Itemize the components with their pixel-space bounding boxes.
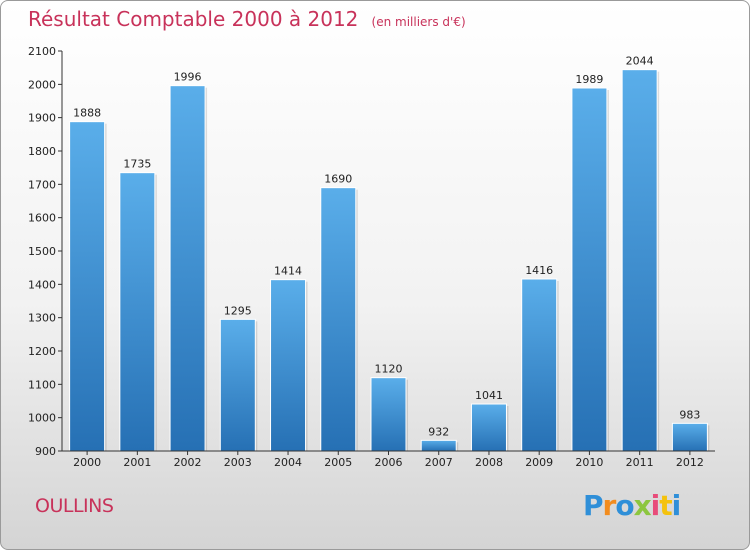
data-label-2000: 1888 [73,107,101,120]
y-tick-label: 1800 [28,145,56,158]
x-tick-label: 2009 [525,456,553,469]
bar-2003 [219,318,256,452]
y-tick-label: 900 [35,445,56,458]
city-name: OULLINS [35,495,114,517]
proxiti-logo: Proxiti [583,489,682,522]
logo-letter: r [602,489,617,522]
data-label-2011: 2044 [626,55,654,68]
bar-2012 [671,422,708,452]
bar-2010 [571,87,608,452]
bar-2009 [521,278,558,452]
logo-letter: o [615,489,634,522]
x-tick-label: 2002 [174,456,202,469]
y-tick-label: 2000 [28,78,56,91]
data-label-2010: 1989 [575,73,603,86]
y-tick-label: 1900 [28,112,56,125]
bar-2004 [270,279,307,452]
x-tick-label: 2005 [324,456,352,469]
logo-letter: i [650,489,661,522]
bar-2001 [119,172,156,452]
x-tick-label: 2000 [73,456,101,469]
bar-2008 [470,403,507,452]
data-label-2004: 1414 [274,265,302,278]
chart-title: Résultat Comptable 2000 à 2012 (en milli… [28,7,466,31]
x-tick-label: 2011 [626,456,654,469]
bar-2005 [320,187,357,452]
x-tick-label: 2001 [123,456,151,469]
y-tick-label: 1600 [28,212,56,225]
y-tick-label: 1700 [28,178,56,191]
logo-letter: x [633,489,652,522]
y-tick-label: 1500 [28,245,56,258]
axes-group: 2000 2001 2002 2003 2004 2005 2006 2007 2008 2009… [28,45,715,469]
x-tick-label: 2010 [575,456,603,469]
logo-letter: t [659,489,672,522]
title-main: Résultat Comptable 2000 à 2012 [28,7,359,31]
bar-2007 [420,439,457,452]
x-tick-label: 2003 [224,456,252,469]
bars-group [69,69,710,452]
data-label-2006: 1120 [375,363,403,376]
data-label-2008: 1041 [475,389,503,402]
data-label-2005: 1690 [324,173,352,186]
bar-2002 [169,85,206,452]
y-tick-label: 2100 [28,45,56,58]
data-label-2001: 1735 [123,158,151,171]
x-tick-label: 2004 [274,456,302,469]
data-label-2003: 1295 [224,304,252,317]
bar-2000 [69,121,106,452]
logo-letter: P [583,489,604,522]
bar-2006 [370,377,407,452]
logo-letter: i [671,489,682,522]
x-tick-label: 2008 [475,456,503,469]
y-tick-label: 1100 [28,378,56,391]
y-tick-label: 1400 [28,278,56,291]
y-tick-label: 1200 [28,345,56,358]
data-label-2002: 1996 [174,71,202,84]
data-labels-group: 1888 1735 1996 1295 1414 1690 1120 932 1041 1416 1… [73,55,700,439]
y-tick-label: 1300 [28,312,56,325]
y-tick-label: 1000 [28,412,56,425]
data-label-2012: 983 [679,408,700,421]
bar-2011 [621,69,658,452]
data-label-2007: 932 [428,425,449,438]
title-subtitle: (en milliers d'€) [371,15,466,29]
data-label-2009: 1416 [525,264,553,277]
x-tick-label: 2007 [425,456,453,469]
x-tick-label: 2006 [375,456,403,469]
x-tick-label: 2012 [676,456,704,469]
